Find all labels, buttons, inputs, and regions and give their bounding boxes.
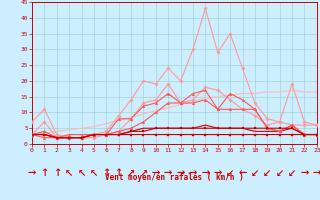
X-axis label: Vent moyen/en rafales ( km/h ): Vent moyen/en rafales ( km/h ) xyxy=(105,173,244,182)
